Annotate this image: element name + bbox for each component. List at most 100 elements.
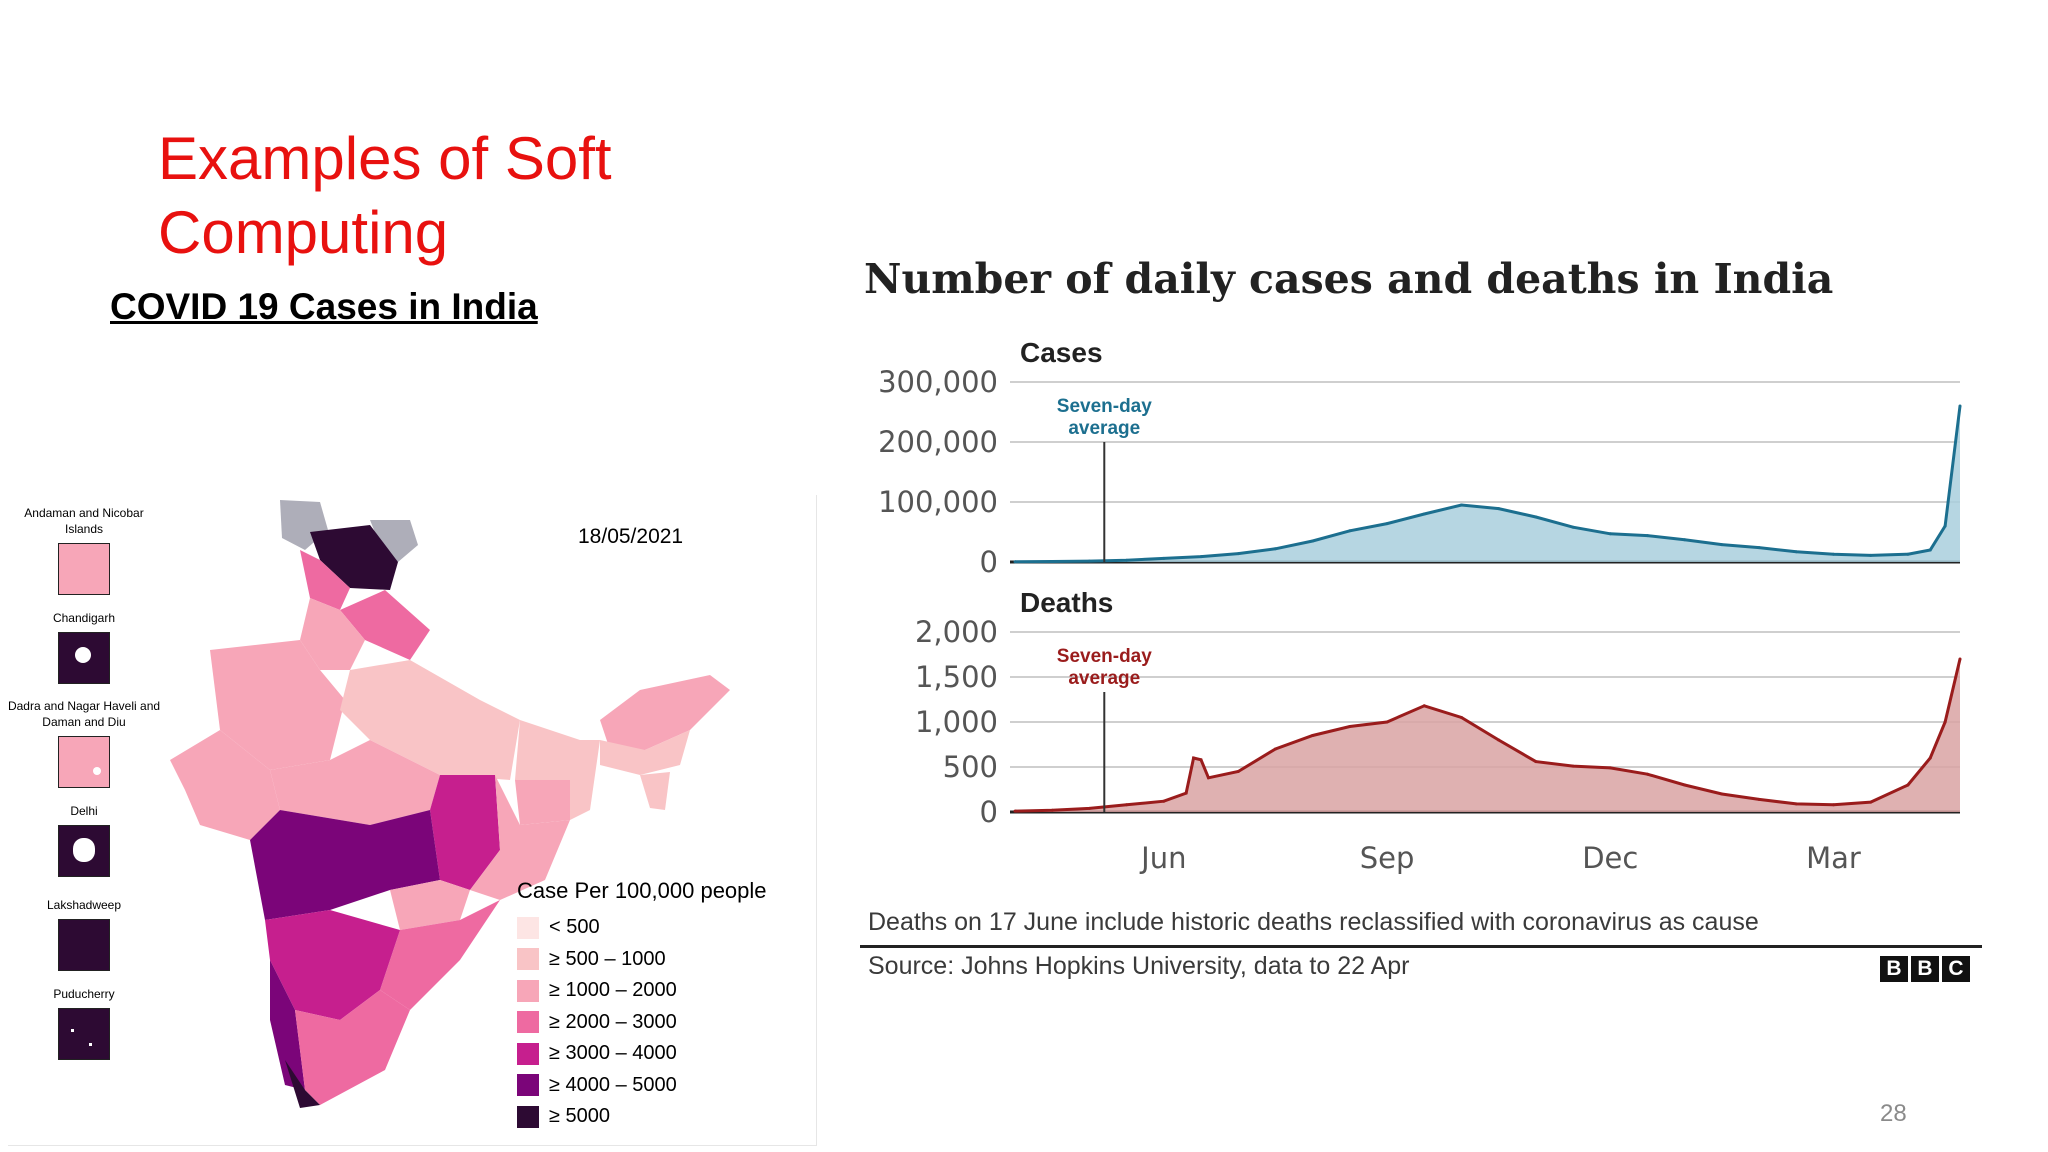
region-jharkhand — [515, 780, 570, 825]
region-telangana — [390, 880, 470, 930]
ut-swatch — [58, 632, 110, 684]
ut-swatch — [58, 919, 110, 971]
data-point — [1199, 758, 1203, 762]
region-odisha — [470, 775, 570, 900]
page-number: 28 — [1880, 1100, 1907, 1127]
legend-item: ≥ 4000 – 5000 — [517, 1070, 767, 1102]
region-uttarakhand — [340, 590, 430, 660]
slide-subtitle: COVID 19 Cases in India — [110, 286, 538, 327]
data-point — [1162, 556, 1166, 560]
y-tick-label: 300,000 — [878, 365, 998, 399]
legend-item: ≥ 500 – 1000 — [517, 944, 767, 976]
ut-dadra-daman-diu: Dadra and Nagar Haveli and Daman and Diu — [4, 698, 164, 788]
annotation-label: Seven-day — [1057, 646, 1152, 667]
legend-item: ≥ 5000 — [517, 1101, 767, 1133]
panel-label: Cases — [1020, 337, 1103, 368]
legend-label: ≥ 2000 – 3000 — [549, 1010, 677, 1033]
legend-title: Case Per 100,000 people — [517, 878, 767, 903]
legend-label: ≥ 3000 – 4000 — [549, 1042, 677, 1065]
map-legend: Case Per 100,000 people < 500 ≥ 500 – 100… — [517, 878, 767, 1133]
data-point — [1422, 512, 1426, 516]
ut-shape — [93, 767, 101, 775]
data-point — [1273, 547, 1277, 551]
series-area-cases — [1015, 406, 1960, 562]
data-point — [1050, 560, 1054, 564]
region-madhya-pradesh — [270, 740, 440, 825]
ut-swatch — [58, 736, 110, 788]
x-tick-label: Dec — [1582, 841, 1638, 875]
ut-shape — [75, 647, 91, 663]
region-tripura-mizoram — [640, 772, 670, 810]
data-point — [1087, 559, 1091, 563]
data-point — [1832, 552, 1836, 556]
region-uttar-pradesh — [340, 660, 520, 780]
ut-label: Delhi — [70, 804, 98, 818]
y-tick-label: 1,500 — [915, 660, 998, 694]
legend-label: ≥ 500 – 1000 — [549, 947, 666, 970]
series-line-cases — [1014, 405, 1962, 564]
data-point — [1869, 553, 1873, 557]
ut-shape — [71, 1029, 74, 1032]
region-andhra-pradesh — [380, 900, 500, 1010]
data-point — [1571, 764, 1575, 768]
data-point — [1534, 515, 1538, 519]
x-tick-label: Jun — [1139, 841, 1186, 875]
cases-deaths-chart: Cases0100,000200,000300,000Seven-dayaver… — [878, 337, 1962, 875]
legend-swatch — [517, 1011, 539, 1034]
bbc-logo-block: C — [1942, 956, 1970, 982]
ut-label: Lakshadweep — [46, 898, 122, 912]
panel-label: Deaths — [1020, 587, 1113, 618]
ut-label: Andaman and Nicobar Islands — [24, 506, 144, 536]
ut-swatch — [58, 825, 110, 877]
data-point — [1497, 738, 1501, 742]
series-area-deaths — [1015, 659, 1960, 812]
legend-label: ≥ 4000 – 5000 — [549, 1073, 677, 1096]
legend-item: ≥ 1000 – 2000 — [517, 975, 767, 1007]
data-point — [1928, 756, 1932, 760]
ut-shape — [73, 838, 95, 862]
data-point — [1422, 704, 1426, 708]
x-tick-label: Mar — [1806, 841, 1861, 875]
data-point — [1943, 720, 1947, 724]
legend-swatch — [517, 1074, 539, 1097]
ut-puducherry: Puducherry — [4, 986, 164, 1060]
data-point — [1273, 747, 1277, 751]
data-point — [1311, 734, 1315, 737]
data-point — [1794, 802, 1798, 806]
region-northeast — [600, 675, 730, 750]
data-point — [1757, 797, 1761, 801]
region-rajasthan — [210, 640, 345, 770]
y-tick-label: 2,000 — [915, 615, 998, 649]
region-goa-karnataka — [265, 910, 400, 1020]
legend-label: ≥ 5000 — [549, 1105, 611, 1128]
ut-swatch — [58, 1008, 110, 1060]
data-point — [1184, 791, 1188, 795]
data-point — [1385, 720, 1389, 724]
legend-label: < 500 — [549, 916, 600, 939]
data-point — [1534, 760, 1538, 764]
data-point — [1906, 552, 1910, 556]
data-point — [1385, 522, 1389, 526]
data-point — [1348, 529, 1352, 533]
legend-label: ≥ 1000 – 2000 — [549, 979, 677, 1002]
x-tick-label: Sep — [1360, 841, 1415, 875]
chart-note: Deaths on 17 June include historic death… — [868, 908, 1759, 936]
data-point — [1757, 546, 1761, 550]
ut-andaman-nicobar: Andaman and Nicobar Islands — [4, 505, 164, 595]
chart-source: Source: Johns Hopkins University, data t… — [868, 952, 1410, 980]
data-point — [1348, 725, 1352, 728]
data-point — [1794, 550, 1798, 554]
ut-label: Chandigarh — [52, 611, 116, 625]
data-point — [1720, 792, 1724, 796]
bbc-logo-block: B — [1880, 956, 1908, 982]
data-point — [1236, 552, 1240, 556]
data-point — [1571, 525, 1575, 529]
legend-swatch — [517, 1042, 539, 1065]
data-point — [1459, 716, 1463, 719]
legend-item: ≥ 3000 – 4000 — [517, 1038, 767, 1070]
data-point — [1608, 532, 1612, 536]
india-choropleth — [170, 500, 730, 1108]
region-assam — [600, 730, 690, 775]
data-point — [1459, 503, 1463, 507]
